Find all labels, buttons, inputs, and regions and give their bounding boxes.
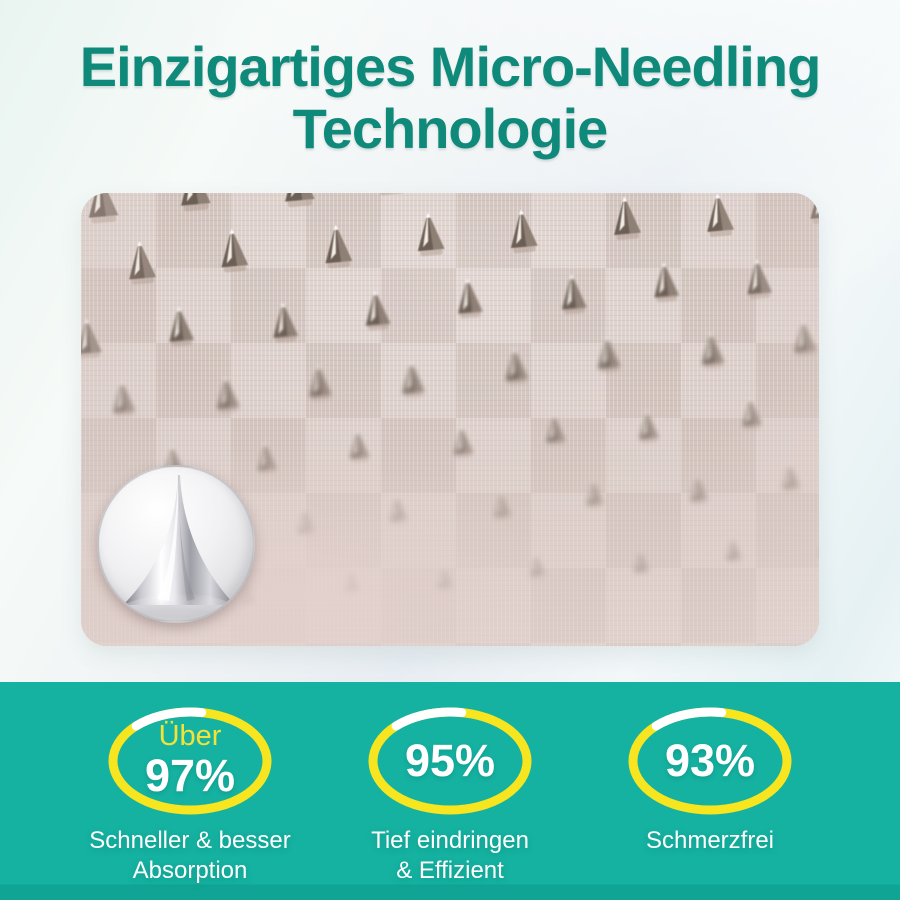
ring-oval-icon	[368, 707, 532, 815]
stat-value: 97%	[144, 749, 236, 801]
hero-section: Einzigartiges Micro-Needling Technologie	[0, 0, 900, 682]
stat-value: 93%	[664, 734, 756, 786]
product-photo	[81, 193, 819, 646]
stat-label-line1: Schmerzfrei	[645, 827, 775, 854]
stat-label-line2: Absorption	[132, 856, 248, 884]
title-line-1: Einzigartiges Micro-Needling	[79, 35, 822, 98]
stat-label-line2: & Effizient	[396, 856, 504, 884]
stat-badge-absorption: Über 97% Schneller & besser Absorption	[60, 705, 320, 886]
stat-label: Schmerzfrei	[646, 826, 774, 856]
stat-ring: 93%	[626, 705, 794, 817]
stat-label: Schneller & besser Absorption	[89, 826, 290, 886]
title-line-2: Technologie	[292, 96, 609, 160]
stat-ring: 95%	[366, 705, 534, 817]
stat-ring: Über 97%	[106, 705, 274, 817]
stats-row: Über 97% Schneller & besser Absorption	[0, 682, 900, 886]
page-title: Einzigartiges Micro-Needling Technologie	[0, 36, 900, 159]
needle-tip-icon	[117, 475, 241, 619]
ring-oval-icon	[108, 707, 272, 815]
stat-badge-penetration: 95% Tief eindringen & Effizient	[320, 705, 580, 886]
ring-oval-icon	[628, 707, 792, 815]
stat-value: 95%	[404, 734, 496, 786]
stat-label: Tief eindringen & Effizient	[371, 826, 529, 886]
needle-tip-inset	[97, 465, 255, 623]
stat-badge-painfree: 93% Schmerzfrei	[580, 705, 840, 886]
stat-label-line1: Tief eindringen	[371, 827, 529, 854]
stat-prefix: Über	[158, 720, 222, 753]
stats-panel: Über 97% Schneller & besser Absorption	[0, 682, 900, 900]
stat-label-line1: Schneller & besser	[89, 827, 291, 854]
